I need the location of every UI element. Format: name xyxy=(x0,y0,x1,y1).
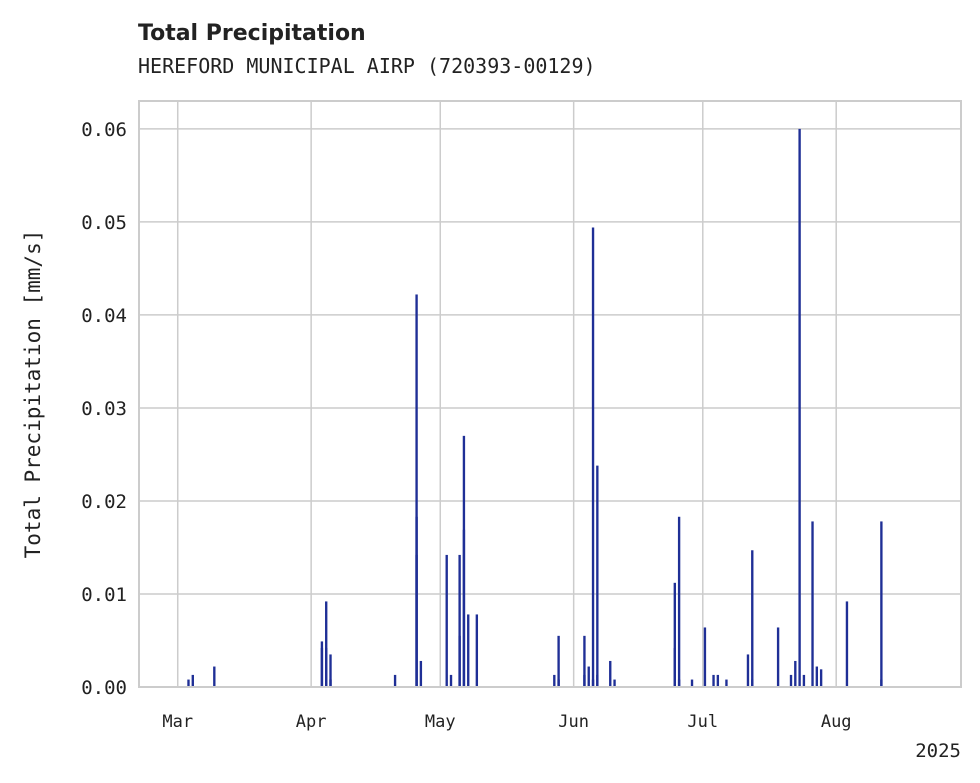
precipitation-bar xyxy=(776,627,780,687)
chart-title: Total Precipitation xyxy=(138,21,366,46)
plot-frame xyxy=(138,100,962,688)
precipitation-bar xyxy=(449,674,453,687)
precipitation-bar xyxy=(591,679,595,687)
precipitation-bar xyxy=(677,516,681,687)
precipitation-bar xyxy=(415,554,418,687)
y-axis-label: Total Precipitation [mm/s] xyxy=(21,230,45,559)
precipitation-bar xyxy=(458,554,461,687)
precipitation-bar xyxy=(596,674,599,687)
precipitation-bar xyxy=(191,674,194,687)
precipitation-bar xyxy=(187,679,190,687)
precipitation-bar xyxy=(609,660,612,687)
precipitation-bar xyxy=(462,529,466,687)
x-tick-label: Apr xyxy=(296,712,327,732)
precipitation-bar xyxy=(751,550,754,687)
precipitation-bar xyxy=(789,674,793,687)
precipitation-bar xyxy=(880,521,883,687)
y-gridlines xyxy=(139,128,961,595)
y-tick-label: 0.06 xyxy=(81,119,127,141)
precipitation-bar xyxy=(596,465,599,687)
y-tick-label: 0.00 xyxy=(81,677,127,699)
precipitation-bar xyxy=(811,521,814,687)
precipitation-bar xyxy=(415,294,418,687)
precipitation-bar xyxy=(751,679,754,687)
precipitation-bar xyxy=(716,674,720,687)
precipitation-bar xyxy=(213,666,216,687)
precipitation-bar xyxy=(845,601,849,687)
precipitation-bar xyxy=(725,679,728,687)
precipitation-bar xyxy=(445,554,448,687)
precipitation-bar xyxy=(690,679,694,687)
precipitation-bar xyxy=(703,627,707,687)
precipitation-bar xyxy=(329,679,332,687)
y-tick-label: 0.02 xyxy=(81,491,127,513)
precipitation-bar xyxy=(815,666,819,687)
precipitation-bar xyxy=(798,128,801,687)
precipitation-bar xyxy=(467,614,470,687)
x-tick-labels: Mar Apr May Jun Jul Aug xyxy=(162,712,851,732)
precipitation-bar xyxy=(794,660,797,687)
x-tick-label: Aug xyxy=(821,712,852,732)
x-tick-label: Mar xyxy=(162,712,193,732)
precipitation-bar xyxy=(325,647,328,687)
y-tick-labels: 0.00 0.01 0.02 0.03 0.04 0.05 0.06 xyxy=(81,119,127,699)
precipitation-bar xyxy=(553,674,556,687)
y-tick-label: 0.04 xyxy=(81,305,127,327)
precipitation-bar xyxy=(712,674,715,687)
precipitation-bar xyxy=(325,601,328,687)
x-tick-label: Jun xyxy=(558,712,589,732)
precipitation-bar xyxy=(746,654,750,687)
precipitation-bar xyxy=(329,654,332,687)
precipitation-bars xyxy=(187,128,883,687)
precipitation-bar xyxy=(475,614,479,687)
precipitation-bar xyxy=(802,674,806,687)
precipitation-bar xyxy=(419,660,423,687)
precipitation-bar xyxy=(458,635,461,687)
precipitation-bar xyxy=(819,669,823,687)
precipitation-bar xyxy=(673,582,676,687)
y-tick-label: 0.03 xyxy=(81,398,127,420)
precipitation-bar xyxy=(320,641,324,687)
y-tick-label: 0.05 xyxy=(81,212,127,234)
precipitation-bar xyxy=(677,679,681,687)
precipitation-bar xyxy=(591,227,595,687)
precipitation-bar xyxy=(557,635,560,687)
year-label: 2025 xyxy=(915,740,961,762)
precipitation-bar xyxy=(587,666,590,687)
x-tick-label: May xyxy=(425,712,456,732)
x-gridlines xyxy=(176,101,837,687)
y-tick-label: 0.01 xyxy=(81,584,127,606)
x-tick-label: Jul xyxy=(687,712,718,732)
precipitation-bar xyxy=(613,679,616,687)
precipitation-bar xyxy=(393,674,397,687)
chart-subtitle: HEREFORD MUNICIPAL AIRP (720393-00129) xyxy=(138,54,596,78)
precipitation-bar xyxy=(583,635,586,687)
